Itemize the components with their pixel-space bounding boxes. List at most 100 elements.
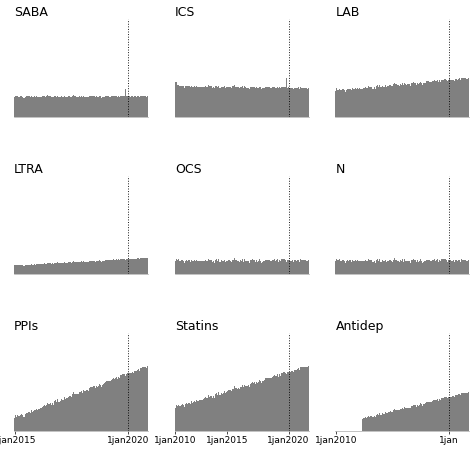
- Bar: [76, 97, 77, 117]
- Bar: [262, 262, 264, 274]
- Bar: [202, 87, 204, 117]
- Bar: [105, 260, 106, 274]
- Bar: [296, 261, 297, 274]
- Bar: [63, 263, 64, 274]
- Bar: [450, 80, 451, 117]
- Bar: [243, 388, 244, 431]
- Bar: [94, 262, 96, 274]
- Bar: [117, 260, 118, 274]
- Bar: [398, 410, 399, 431]
- Bar: [278, 262, 279, 274]
- Bar: [423, 404, 424, 431]
- Bar: [404, 259, 405, 274]
- Text: LTRA: LTRA: [14, 163, 44, 176]
- Bar: [105, 382, 106, 431]
- Bar: [420, 259, 421, 274]
- Bar: [425, 82, 426, 117]
- Text: LAB: LAB: [336, 6, 360, 19]
- Bar: [429, 260, 430, 274]
- Bar: [215, 394, 216, 431]
- Bar: [411, 406, 413, 431]
- Bar: [108, 96, 109, 117]
- Bar: [223, 87, 224, 117]
- Bar: [267, 378, 268, 431]
- Bar: [119, 378, 120, 431]
- Bar: [109, 97, 110, 117]
- Bar: [91, 96, 92, 117]
- Bar: [40, 264, 41, 274]
- Bar: [44, 96, 45, 117]
- Bar: [468, 392, 469, 431]
- Bar: [378, 415, 379, 431]
- Bar: [181, 405, 182, 431]
- Bar: [63, 97, 64, 117]
- Bar: [97, 387, 98, 431]
- Bar: [422, 406, 423, 431]
- Bar: [460, 395, 461, 431]
- Bar: [254, 260, 255, 274]
- Bar: [44, 264, 45, 274]
- Bar: [451, 261, 452, 274]
- Bar: [304, 260, 306, 274]
- Bar: [86, 262, 87, 274]
- Bar: [285, 260, 286, 274]
- Bar: [84, 262, 85, 274]
- Bar: [128, 373, 129, 431]
- Bar: [231, 262, 232, 274]
- Bar: [143, 258, 144, 274]
- Bar: [434, 80, 435, 117]
- Bar: [90, 261, 91, 274]
- Bar: [129, 259, 130, 274]
- Bar: [99, 96, 100, 117]
- Bar: [217, 87, 218, 117]
- Bar: [241, 87, 242, 117]
- Bar: [248, 385, 249, 431]
- Bar: [21, 96, 22, 117]
- Bar: [186, 260, 187, 274]
- Bar: [209, 260, 210, 274]
- Bar: [49, 404, 50, 431]
- Bar: [255, 89, 256, 117]
- Bar: [364, 261, 365, 274]
- Bar: [409, 408, 410, 431]
- Bar: [306, 367, 307, 431]
- Bar: [136, 97, 137, 117]
- Bar: [301, 260, 302, 274]
- Bar: [210, 396, 211, 431]
- Bar: [436, 81, 438, 117]
- Bar: [440, 262, 441, 274]
- Bar: [396, 84, 397, 117]
- Bar: [69, 96, 70, 117]
- Bar: [295, 260, 296, 274]
- Bar: [83, 390, 84, 431]
- Bar: [393, 260, 394, 274]
- Bar: [356, 89, 357, 117]
- Bar: [287, 88, 288, 117]
- Bar: [404, 83, 405, 117]
- Bar: [367, 261, 368, 274]
- Bar: [349, 260, 350, 274]
- Bar: [141, 258, 142, 274]
- Bar: [201, 400, 202, 431]
- Bar: [392, 86, 393, 117]
- Bar: [443, 398, 444, 431]
- Bar: [218, 392, 219, 431]
- Bar: [354, 261, 355, 274]
- Bar: [353, 261, 354, 274]
- Bar: [369, 260, 370, 274]
- Bar: [63, 400, 64, 431]
- Bar: [191, 86, 192, 117]
- Bar: [111, 96, 112, 117]
- Bar: [35, 264, 36, 274]
- Bar: [64, 263, 66, 274]
- Bar: [261, 263, 262, 274]
- Bar: [109, 382, 110, 431]
- Bar: [187, 86, 188, 117]
- Bar: [303, 88, 304, 117]
- Bar: [424, 404, 425, 431]
- Bar: [423, 83, 424, 117]
- Bar: [387, 413, 388, 431]
- Bar: [213, 396, 214, 431]
- Bar: [427, 82, 428, 117]
- Bar: [208, 395, 209, 431]
